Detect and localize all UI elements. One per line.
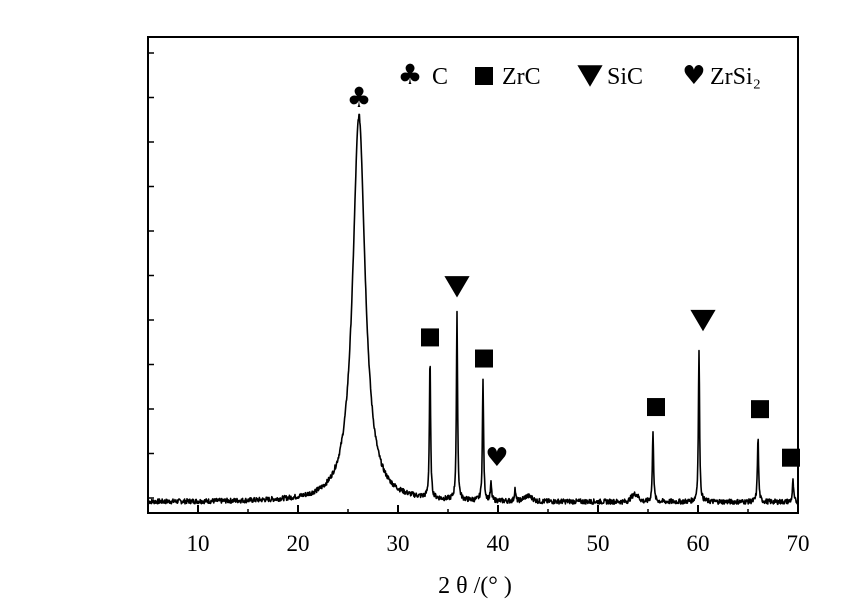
- legend-label: SiC: [607, 64, 643, 90]
- legend: ♣ C ZrC SiC ♥ ZrSi₂: [397, 58, 761, 91]
- legend-label: ZrSi₂: [710, 64, 761, 90]
- x-axis-ticks: 10 20 30 40 50 60 70: [147, 505, 810, 556]
- marker-square: [647, 398, 665, 417]
- x-tick-label: 50: [587, 531, 610, 556]
- marker-square: [421, 328, 439, 347]
- marker-down-triangle: [444, 276, 470, 298]
- legend-symbol-heart: ♥: [682, 61, 705, 91]
- x-tick-label: 70: [787, 531, 810, 556]
- x-tick-label: 30: [387, 531, 410, 556]
- legend-label: ZrC: [502, 64, 541, 90]
- legend-symbol-square: [475, 67, 493, 85]
- y-axis-ticks: [148, 52, 154, 499]
- xrd-pattern-line: [148, 113, 799, 506]
- marker-square: [782, 448, 800, 467]
- marker-square: [751, 400, 769, 419]
- marker-heart: ♥: [485, 443, 508, 473]
- x-tick-label: 20: [287, 531, 310, 556]
- x-tick-label: 10: [187, 531, 210, 556]
- x-tick-label: 40: [487, 531, 510, 556]
- marker-down-triangle: [690, 309, 716, 332]
- x-axis-title: 2 θ /(° ): [438, 573, 512, 599]
- x-tick-label: 60: [687, 531, 710, 556]
- marker-square: [475, 349, 493, 368]
- legend-symbol-down-triangle: [577, 65, 603, 87]
- phase-markers: ♣♥: [346, 81, 800, 473]
- legend-label: C: [432, 64, 448, 90]
- marker-club: ♣: [346, 81, 371, 114]
- legend-symbol-club: ♣: [397, 58, 422, 91]
